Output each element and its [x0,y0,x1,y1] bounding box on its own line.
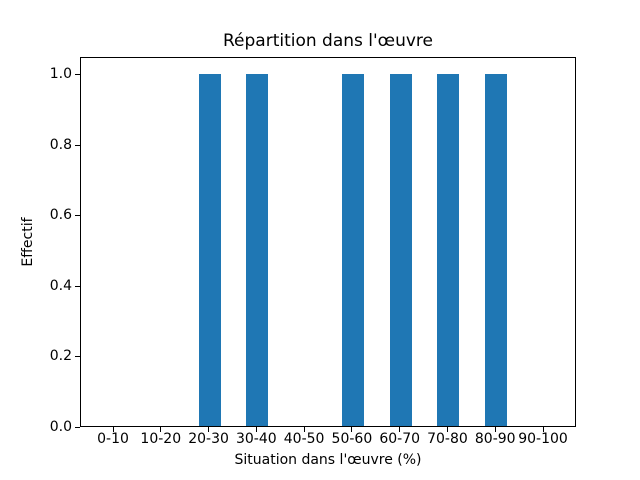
x-tick-label-50-60: 50-60 [331,431,373,447]
bar-60-70 [389,73,412,426]
x-tick-mark-90-100 [542,427,544,432]
y-tick-mark-0.8 [75,144,80,146]
x-tick-mark-40-50 [303,427,305,432]
x-tick-label-70-80: 70-80 [427,431,468,447]
x-tick-label-90-100: 90-100 [518,431,568,447]
x-tick-mark-80-90 [494,427,496,432]
bar-50-60 [341,73,364,426]
x-tick-mark-20-30 [208,427,210,432]
y-tick-mark-0.4 [75,285,80,287]
y-tick-label-0.0: 0.0 [49,418,72,435]
bar-70-80 [437,73,460,426]
x-tick-mark-60-70 [399,427,401,432]
x-axis-label: Situation dans l'œuvre (%) [234,452,422,468]
y-tick-mark-1.0 [75,74,80,76]
x-tick-label-0-10: 0-10 [97,431,129,447]
x-tick-mark-10-20 [160,427,162,432]
x-tick-mark-30-40 [255,427,257,432]
chart-title: Répartition dans l'œuvre [222,31,433,51]
x-tick-label-30-40: 30-40 [235,431,277,447]
y-tick-mark-0.6 [75,215,80,217]
x-tick-label-40-50: 40-50 [283,431,325,447]
axes-frame [80,57,576,427]
x-tick-mark-70-80 [446,427,448,432]
bar-80-90 [485,73,508,426]
y-tick-label-0.2: 0.2 [49,348,72,365]
y-tick-label-1.0: 1.0 [49,66,72,83]
bar-20-30 [198,73,221,426]
y-tick-label-0.8: 0.8 [49,136,72,153]
x-tick-mark-50-60 [351,427,353,432]
x-tick-label-20-30: 20-30 [188,431,229,447]
x-tick-label-80-90: 80-90 [474,431,516,447]
y-axis-label: Effectif [20,217,36,267]
y-tick-label-0.4: 0.4 [49,277,72,294]
y-tick-mark-0.2 [75,356,80,358]
bars-container [81,58,575,426]
y-tick-label-0.6: 0.6 [49,207,72,224]
x-tick-label-10-20: 10-20 [140,431,182,447]
x-tick-mark-0-10 [112,427,114,432]
bar-30-40 [246,73,269,426]
y-tick-mark-0.0 [75,426,80,428]
x-tick-label-60-70: 60-70 [379,431,421,447]
